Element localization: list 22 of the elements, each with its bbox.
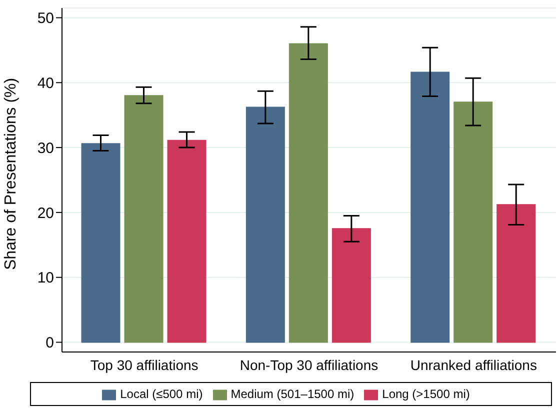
- bar: [288, 43, 328, 343]
- y-tick-label: 0: [46, 334, 54, 352]
- bar: [124, 95, 164, 343]
- legend-label: Long (>1500 mi): [382, 387, 470, 401]
- bar: [496, 204, 536, 343]
- x-tick-label: Unranked affiliations: [410, 356, 537, 373]
- bar: [167, 140, 206, 343]
- y-tick-label: 20: [37, 204, 54, 222]
- y-tick-label: 30: [37, 140, 54, 157]
- legend-label: Medium (501–1500 mi): [230, 387, 354, 401]
- bar: [246, 106, 285, 343]
- y-tick-label: 40: [37, 74, 54, 92]
- x-tick-label: Top 30 affiliations: [90, 356, 198, 373]
- y-tick-label: 10: [37, 270, 54, 287]
- bar: [81, 143, 120, 343]
- x-tick-label: Non-Top 30 affiliations: [240, 356, 378, 373]
- legend-label: Local (≤500 mi): [120, 387, 203, 401]
- bar: [454, 102, 493, 343]
- y-tick-label: 50: [37, 10, 54, 28]
- bar: [332, 228, 371, 343]
- y-axis-title: Share of Presentations (%): [2, 78, 20, 270]
- bar: [410, 72, 450, 343]
